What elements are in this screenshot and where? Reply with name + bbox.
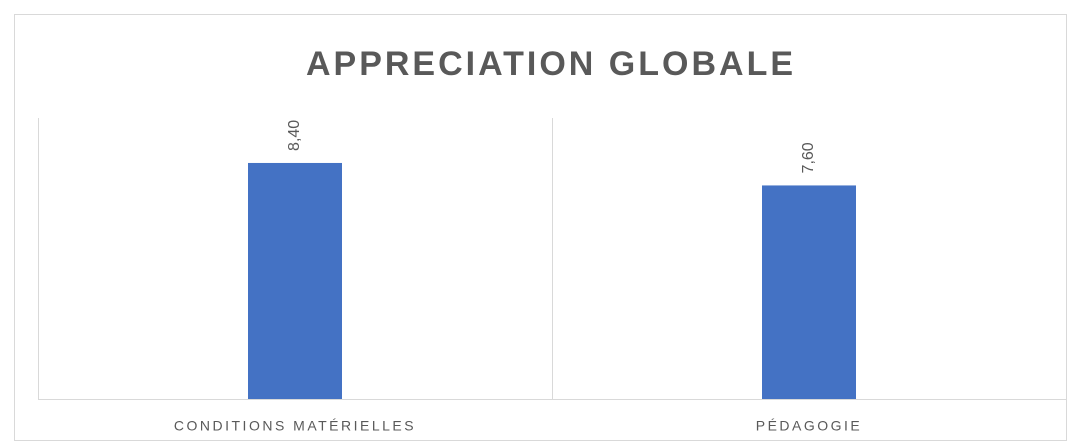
chart-title: APPRECIATION GLOBALE	[306, 45, 796, 83]
data-label: 7,60	[800, 142, 817, 173]
x-tick-label: CONDITIONS MATÉRIELLES	[174, 418, 416, 434]
chart-frame	[14, 14, 1067, 441]
data-label: 8,40	[286, 120, 303, 151]
x-tick-label: PÉDAGOGIE	[756, 418, 863, 434]
bar	[248, 162, 342, 399]
bar	[762, 185, 856, 399]
